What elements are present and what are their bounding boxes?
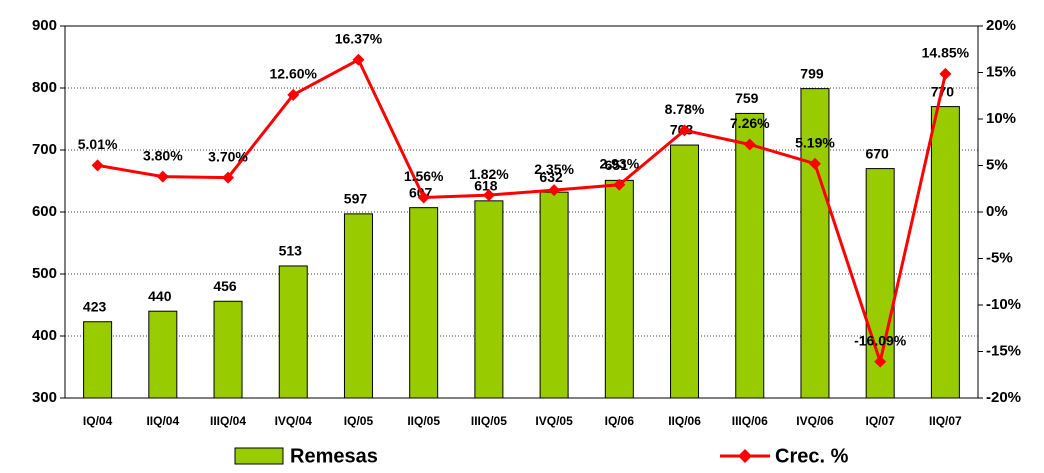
y-tick-label: 700 [32,141,57,158]
x-tick-label: IVQ/06 [796,414,834,428]
x-tick-label: IQ/07 [865,414,895,428]
bar [343,213,373,399]
y2-tick-label: 15% [986,63,1016,80]
bar [930,106,960,399]
line-marker [548,184,561,197]
line-marker [156,170,169,183]
bar-label: 423 [83,298,107,314]
line-marker [352,53,365,66]
y-tick-label: 800 [32,79,57,96]
bar-label: 440 [148,288,172,304]
bar-label: 651 [605,157,629,173]
y-tick-label: 600 [32,203,57,220]
line-label: 1.56% [404,168,444,184]
y2-tick-label: 0% [986,203,1008,220]
bar-label: 618 [474,178,498,194]
y2-tick-label: 20% [986,17,1016,34]
line-label: 12.60% [270,66,318,82]
bar [865,168,895,399]
y-tick-label: 900 [32,17,57,34]
bar-label: 759 [735,90,759,106]
line-label: 5.01% [78,136,118,152]
line-marker [939,67,952,80]
line-marker [222,171,235,184]
line-label: 2.35% [534,161,574,177]
line-marker [91,159,104,172]
line-marker [482,189,495,202]
line-marker [417,191,430,204]
legend-label: Remesas [290,445,378,467]
line-marker [808,157,821,170]
line-label: 1.82% [469,166,509,182]
x-tick-label: IIQ/07 [929,414,962,428]
line-marker [678,124,691,137]
x-tick-label: IIQ/04 [146,414,179,428]
y2-tick-label: -15% [986,342,1021,359]
plot-frame [64,25,979,399]
bar-label: 456 [213,278,237,294]
line-label: 14.85% [922,45,970,61]
y2-tick-label: -10% [986,296,1021,313]
bar-label: 670 [865,145,889,161]
bar-label: 799 [800,65,824,81]
bar [83,321,113,399]
bar-label: 597 [344,191,368,207]
x-tick-label: IIIQ/05 [471,414,507,428]
bar [539,191,569,399]
bar [735,112,765,399]
line-label: 2.93% [599,155,639,171]
y2-tick-label: -20% [986,389,1021,406]
line-label: 5.19% [795,134,835,150]
bar-label: 632 [539,169,563,185]
bar-label: 513 [279,243,303,259]
line-marker [287,88,300,101]
x-tick-label: IIQ/05 [407,414,440,428]
bar [670,144,700,399]
y-tick-label: 300 [32,389,57,406]
line-marker [874,355,887,368]
bar [604,179,634,399]
legend-swatch [234,447,284,465]
line-label: 3.70% [208,148,248,164]
line-marker [613,178,626,191]
line [97,57,947,368]
line-label: 7.26% [730,115,770,131]
x-tick-label: IIQ/06 [668,414,701,428]
bar [409,207,439,399]
x-tick-label: IIIQ/06 [732,414,768,428]
y-tick-label: 500 [32,265,57,282]
legend-label: Crec. % [775,445,849,467]
line-marker [743,138,756,151]
bar [800,88,830,399]
line-label: 3.80% [143,147,183,163]
y2-tick-label: -5% [986,249,1013,266]
x-tick-label: IQ/06 [605,414,635,428]
x-tick-label: IQ/04 [83,414,113,428]
x-tick-label: IIIQ/04 [210,414,246,428]
bar [148,310,178,399]
legend-marker [738,449,752,463]
bar [213,300,243,399]
line-label: 16.37% [335,30,383,46]
bar [474,200,504,399]
x-tick-label: IQ/05 [344,414,374,428]
y-tick-label: 400 [32,327,57,344]
x-tick-label: IVQ/04 [275,414,313,428]
y2-tick-label: 10% [986,110,1016,127]
y2-tick-label: 5% [986,156,1008,173]
x-tick-label: IVQ/05 [535,414,573,428]
bar [278,265,308,399]
line-label: 8.78% [665,101,705,117]
line-label: -16.09% [854,332,907,348]
